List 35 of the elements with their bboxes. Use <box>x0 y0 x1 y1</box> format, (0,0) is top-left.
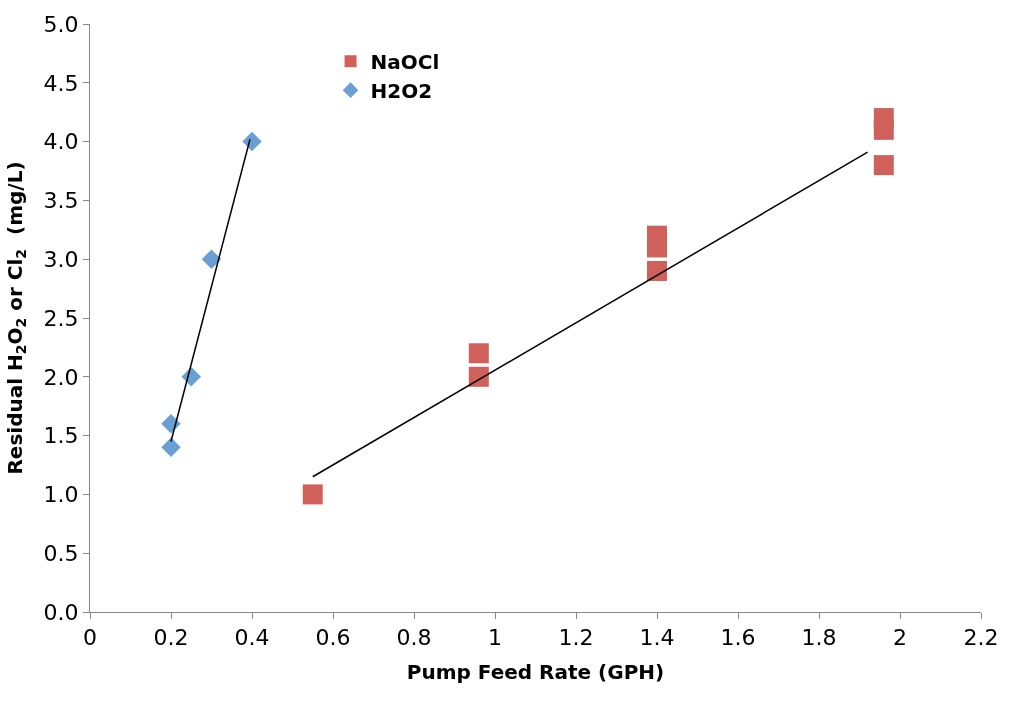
x-tick-label: 2.2 <box>963 625 999 651</box>
x-tick-label: 1.4 <box>639 625 675 651</box>
point <box>302 484 323 505</box>
x-tick-label: 2 <box>893 625 907 651</box>
x-tick-label: 1.2 <box>558 625 594 651</box>
y-tick-label: 1.0 <box>43 482 79 508</box>
y-tick-label: 2.5 <box>43 305 79 331</box>
y-tick-label: 3.0 <box>43 246 79 272</box>
x-tick-label: 0.6 <box>315 625 351 651</box>
point <box>468 366 489 387</box>
x-tick-label: 0 <box>83 625 97 651</box>
legend-label: NaOCl <box>370 49 440 74</box>
y-tick-label: 4.0 <box>43 129 79 155</box>
x-tick-label: 1 <box>488 625 502 651</box>
y-tick-label: 0.5 <box>43 540 79 566</box>
point <box>873 155 894 176</box>
point <box>468 343 489 364</box>
point <box>161 437 181 458</box>
point <box>647 260 667 281</box>
x-tick-label: 0.8 <box>396 625 432 651</box>
y-tick-label: 5.0 <box>43 11 79 37</box>
x-tick-label: 1.8 <box>801 625 837 651</box>
y-tick-label: 3.5 <box>43 188 79 214</box>
y-tick-label: 4.5 <box>43 70 79 96</box>
x-tick-label: 1.6 <box>720 625 756 651</box>
legend-label: H2O2 <box>370 78 433 103</box>
y-tick-label: 2.0 <box>43 364 79 390</box>
x-tick-label: 0.2 <box>153 625 189 651</box>
y-tick-label: 1.5 <box>43 423 79 449</box>
y-tick-label: 0.0 <box>43 599 79 625</box>
x-axis-title: Pump Feed Rate (GPH) <box>406 659 665 684</box>
x-tick-label: 0.4 <box>234 625 270 651</box>
point <box>242 131 262 152</box>
point <box>201 249 222 269</box>
point <box>873 108 894 129</box>
